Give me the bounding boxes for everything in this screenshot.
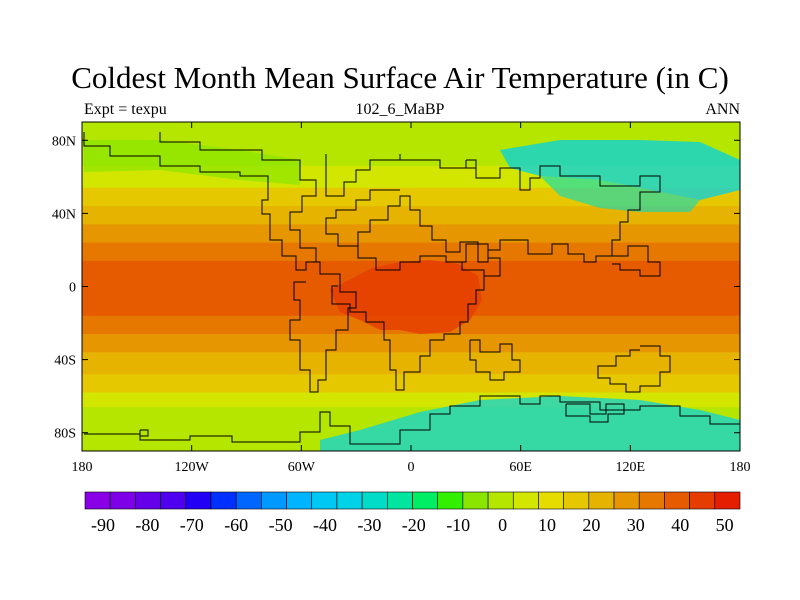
colorbar-swatch-22 xyxy=(638,491,665,510)
lon-tick-label-6: 180 xyxy=(730,460,751,475)
lat-tick-label-1: 40N xyxy=(52,207,76,222)
colorbar-label-12: 30 xyxy=(627,515,645,535)
southeast-asia-coast xyxy=(612,245,661,277)
axis-ticks: 80N 40N 0 40S 80S 180 120W 60W 0 60E 120E 180 xyxy=(52,122,751,475)
land-shading xyxy=(84,140,740,451)
greenland-coast xyxy=(325,154,401,197)
arctic-island-1 xyxy=(465,159,477,169)
south-america-coast xyxy=(289,261,357,393)
colorbar-label-13: 40 xyxy=(671,515,689,535)
lon-tick-label-5: 120E xyxy=(616,460,646,475)
antarctica-coast xyxy=(84,395,740,445)
colorbar-swatch-11 xyxy=(361,491,388,510)
time-label: 102_6_MaBP xyxy=(355,101,445,118)
colorbar-swatch-20 xyxy=(588,491,615,510)
colorbar-label-3: -60 xyxy=(224,515,248,535)
north-america-cold-patch xyxy=(84,140,300,185)
colorbar-label-4: -50 xyxy=(269,515,293,535)
temperature-band-0 xyxy=(82,122,740,145)
north-america-coast xyxy=(83,132,317,271)
colorbar-swatch-17 xyxy=(512,491,539,510)
colorbar-swatch-15 xyxy=(462,491,489,510)
colorbar: -90 -80 -70 -60 -50 -40 -30 -20 -10 0 10 20 30 40 50 xyxy=(84,491,741,535)
arabia-coast xyxy=(446,243,501,277)
colorbar-swatch-7 xyxy=(261,491,287,510)
colorbar-swatch-9 xyxy=(311,491,338,510)
colorbar-swatch-3 xyxy=(160,491,187,510)
experiment-label: Expt = texpu xyxy=(84,101,167,118)
temperature-band-10 xyxy=(82,352,740,375)
lon-tick-label-3: 0 xyxy=(408,460,415,475)
lon-tick-label-0: 180 xyxy=(72,460,93,475)
colorbar-label-0: -90 xyxy=(91,515,115,535)
lat-tick-label-3: 40S xyxy=(54,354,76,369)
temperature-band-9 xyxy=(82,334,740,353)
chart-title: Coldest Month Mean Surface Air Temperatu… xyxy=(71,60,729,95)
colorbar-label-9: 0 xyxy=(498,515,507,535)
colorbar-swatch-21 xyxy=(613,491,640,510)
colorbar-label-11: 20 xyxy=(582,515,600,535)
antarctic-island xyxy=(565,403,625,423)
colorbar-label-5: -40 xyxy=(313,515,337,535)
colorbar-swatch-23 xyxy=(664,491,690,510)
asia-cool-patch xyxy=(540,176,700,212)
lon-tick-label-1: 120W xyxy=(175,460,210,475)
colorbar-swatch-6 xyxy=(235,491,262,510)
colorbar-swatch-25 xyxy=(714,491,741,510)
colorbar-swatch-0 xyxy=(84,491,111,510)
temperature-band-5 xyxy=(82,224,740,244)
colorbar-label-6: -30 xyxy=(357,515,381,535)
colorbar-label-2: -70 xyxy=(180,515,204,535)
temperature-band-4 xyxy=(82,206,740,225)
lat-tick-label-2: 0 xyxy=(69,281,76,296)
colorbar-swatch-24 xyxy=(689,491,716,510)
coastlines xyxy=(83,132,740,445)
colorbar-label-1: -80 xyxy=(135,515,159,535)
colorbar-swatch-1 xyxy=(109,491,136,510)
colorbar-swatch-14 xyxy=(437,491,464,510)
colorbar-label-14: 50 xyxy=(716,515,734,535)
madagascar-india-coast xyxy=(469,339,521,381)
season-label: ANN xyxy=(705,101,740,118)
colorbar-swatch-18 xyxy=(538,491,564,510)
lon-tick-label-4: 60E xyxy=(509,460,532,475)
temperature-band-11 xyxy=(82,374,740,394)
lat-tick-label-0: 80N xyxy=(52,134,76,149)
colorbar-swatch-10 xyxy=(336,491,363,510)
colorbar-label-10: 10 xyxy=(538,515,556,535)
lon-tick-label-2: 60W xyxy=(288,460,316,475)
colorbar-swatch-16 xyxy=(487,491,514,510)
colorbar-swatch-13 xyxy=(412,491,438,510)
colorbar-swatch-4 xyxy=(185,491,212,510)
colorbar-label-7: -20 xyxy=(402,515,426,535)
small-island xyxy=(139,429,149,437)
africa-coast xyxy=(331,245,485,391)
colorbar-swatch-2 xyxy=(135,491,161,510)
europe-asia-coast xyxy=(325,159,661,263)
africa-hot-patch xyxy=(330,260,482,334)
colorbar-swatch-19 xyxy=(563,491,590,510)
colorbar-swatch-12 xyxy=(387,491,413,510)
temperature-band-6 xyxy=(82,242,740,262)
colorbar-swatch-5 xyxy=(210,491,237,510)
australia-coast xyxy=(597,345,671,393)
colorbar-swatch-8 xyxy=(286,491,313,510)
asia-cold-patch xyxy=(500,140,740,200)
colorbar-label-8: -10 xyxy=(446,515,470,535)
lat-tick-label-4: 80S xyxy=(54,427,76,442)
